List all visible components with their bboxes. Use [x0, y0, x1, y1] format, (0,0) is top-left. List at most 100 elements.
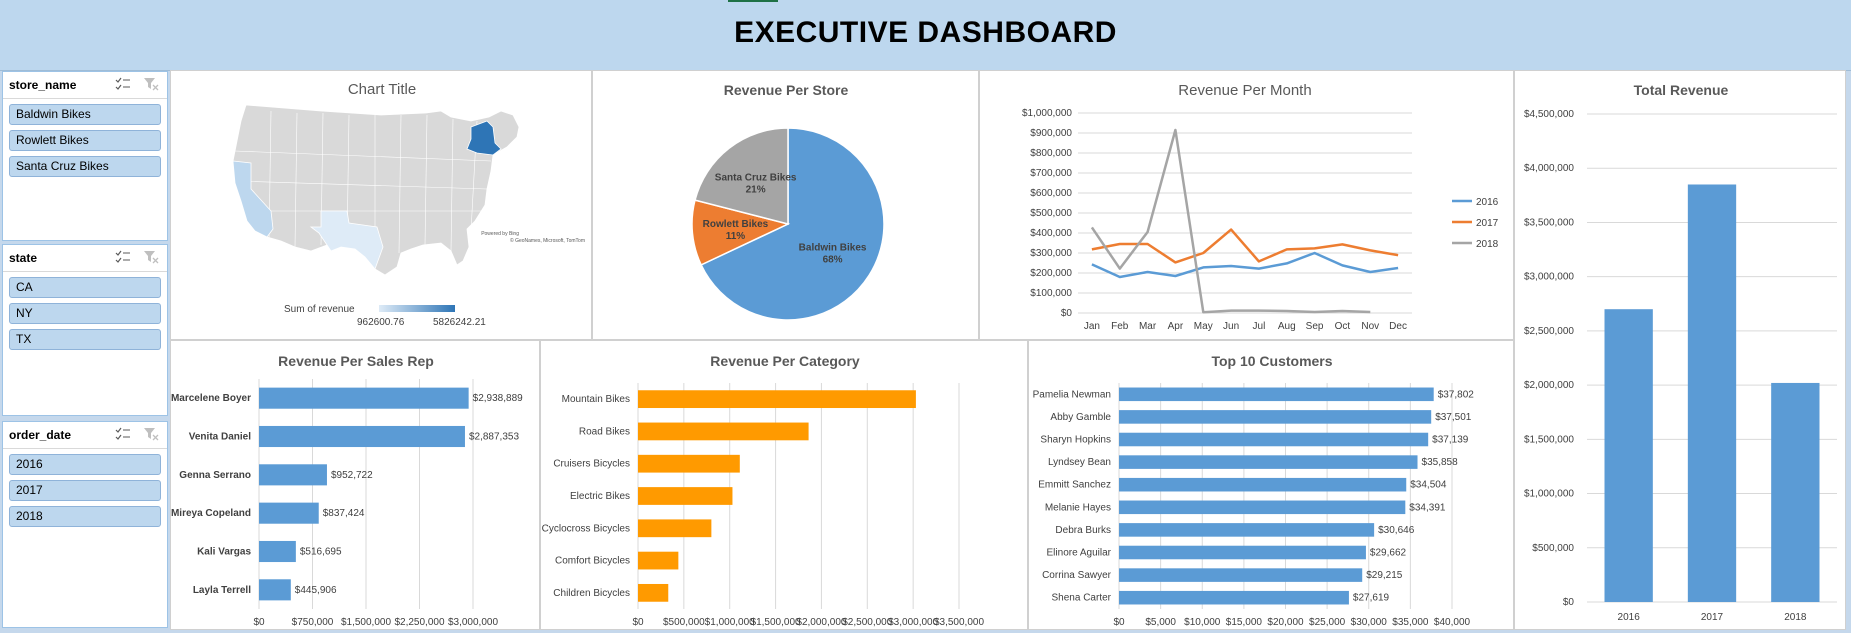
multi-select-icon[interactable]: [115, 427, 131, 441]
customer-bar-abby-gamble[interactable]: [1119, 410, 1432, 424]
rep-bar-venita-daniel[interactable]: [259, 425, 465, 448]
clear-filter-icon[interactable]: [143, 250, 159, 264]
customer-bar-shena-carter[interactable]: [1119, 590, 1349, 605]
total-revenue-panel[interactable]: Total Revenue $0 $500,000 $1,000,000 $1,500…: [1514, 70, 1846, 630]
customer-bar-pamelia-newman[interactable]: [1119, 387, 1434, 402]
total-bar-2018[interactable]: [1771, 382, 1820, 602]
category-bar-cruisers-bicycles[interactable]: [638, 454, 740, 473]
pie-label-percent: 21%: [746, 184, 766, 195]
rep-title: Revenue Per Sales Rep: [278, 353, 434, 369]
customer-bar-corrina-sawyer[interactable]: [1119, 568, 1363, 582]
slicer-item-tx[interactable]: TX: [9, 329, 161, 350]
slicer-item-ny[interactable]: NY: [9, 303, 161, 324]
slicer-item-2017[interactable]: 2017: [9, 480, 161, 501]
line-xtick: Feb: [1111, 321, 1129, 332]
rep-bar-marcelene-boyer[interactable]: [259, 387, 469, 409]
rep-category-label: Genna Serrano: [179, 470, 251, 481]
line-series-2017[interactable]: [1091, 228, 1399, 264]
slicer-item-rowlett-bikes[interactable]: Rowlett Bikes: [9, 130, 161, 151]
pie-slice-baldwin-bikes[interactable]: [700, 127, 885, 321]
customer-data-label: $37,501: [1435, 412, 1472, 423]
revenue-per-sales-rep-panel[interactable]: Revenue Per Sales Rep $0 $750,000 $1,500,0…: [170, 340, 540, 630]
rep-xtick: $1,500,000: [341, 617, 391, 628]
rep-bar-kali-vargas[interactable]: [259, 540, 296, 563]
customer-bar-melanie-hayes[interactable]: [1119, 500, 1406, 515]
customer-data-label: $37,139: [1432, 435, 1469, 446]
map-attribution-2: © GeoNames, Microsoft, TomTom: [510, 237, 585, 244]
total-ytick: $4,500,000: [1524, 109, 1574, 120]
revenue-per-store-panel[interactable]: Revenue Per Store Baldwin Bikes 68% Rowlet…: [592, 70, 979, 340]
customer-bar-lyndsey-bean[interactable]: [1119, 455, 1418, 469]
rep-bar-mireya-copeland[interactable]: [259, 502, 319, 524]
clear-filter-icon[interactable]: [143, 427, 159, 441]
pie-slice-santa-cruz-bikes[interactable]: [694, 127, 789, 225]
multi-select-icon[interactable]: [115, 77, 131, 91]
customer-bar-debra-burks[interactable]: [1119, 523, 1375, 537]
total-ytick: $1,000,000: [1524, 489, 1574, 500]
state-ny[interactable]: [466, 120, 502, 156]
customer-xtick: $30,000: [1351, 617, 1388, 628]
category-bar-electric-bikes[interactable]: [638, 487, 733, 505]
legend-label: 2017: [1476, 218, 1499, 229]
category-title: Revenue Per Category: [710, 353, 860, 369]
slicer-header: order_date: [3, 422, 167, 449]
slicer-item-2018[interactable]: 2018: [9, 506, 161, 527]
top-10-customers-panel[interactable]: Top 10 Customers $0 $5,000 $10,000 $15,000 $…: [1028, 340, 1514, 630]
customers-title: Top 10 Customers: [1211, 353, 1332, 369]
map-chart-panel[interactable]: Chart Title Powered by Bing © GeoNames, …: [170, 70, 592, 340]
category-bar-mountain-bikes[interactable]: [638, 390, 916, 409]
pie-slice-rowlett-bikes[interactable]: [691, 199, 791, 266]
rep-xtick: $3,000,000: [448, 617, 498, 628]
line-xtick: Jan: [1084, 321, 1100, 332]
rep-category-label: Mireya Copeland: [171, 508, 251, 519]
line-xtick: Jul: [1253, 321, 1266, 332]
slicer-item-santa-cruz-bikes[interactable]: Santa Cruz Bikes: [9, 156, 161, 177]
line-xtick: Oct: [1335, 321, 1351, 332]
category-xtick: $500,000: [663, 617, 705, 628]
customer-category-label: Corrina Sawyer: [1042, 570, 1112, 581]
line-series-2016[interactable]: [1091, 251, 1399, 279]
slicer-item-2016[interactable]: 2016: [9, 454, 161, 475]
multi-select-icon[interactable]: [115, 250, 131, 264]
rep-bar-layla-terrell[interactable]: [259, 579, 291, 601]
category-bar-children-bicycles[interactable]: [638, 583, 669, 602]
customer-xtick: $25,000: [1309, 617, 1346, 628]
total-bar-2016[interactable]: [1604, 309, 1653, 602]
page-title: EXECUTIVE DASHBOARD: [734, 16, 1117, 49]
state-tx[interactable]: [309, 210, 384, 270]
line-ytick: $900,000: [1030, 128, 1072, 139]
line-svg: Revenue Per Month $0 $100,000 $200,000 $300…: [1022, 82, 1499, 332]
category-bar-road-bikes[interactable]: [638, 422, 809, 441]
line-title: Revenue Per Month: [1178, 82, 1311, 99]
line-xtick: May: [1194, 321, 1213, 332]
rep-data-label: $952,722: [331, 470, 373, 481]
category-bar-cyclocross-bicycles[interactable]: [638, 519, 712, 538]
line-xtick: Dec: [1389, 321, 1407, 332]
category-bar-comfort-bicycles[interactable]: [638, 551, 679, 570]
slicer-title: order_date: [9, 428, 72, 442]
line-series-2018[interactable]: [1090, 128, 1371, 314]
cust-svg: Top 10 Customers $0 $5,000 $10,000 $15,000 $…: [1033, 353, 1475, 628]
state-ca[interactable]: [232, 160, 274, 238]
clear-filter-icon[interactable]: [143, 77, 159, 91]
total-bar-2017[interactable]: [1687, 184, 1737, 602]
store-name-slicer: store_name Baldwin Bikes Rowlett Bikes Sant…: [2, 71, 168, 241]
customer-category-label: Shena Carter: [1052, 593, 1112, 604]
rep-bar-genna-serrano[interactable]: [259, 464, 327, 486]
customer-xtick: $40,000: [1434, 617, 1471, 628]
rep-category-label: Marcelene Boyer: [171, 393, 251, 404]
slicer-item-baldwin-bikes[interactable]: Baldwin Bikes: [9, 104, 161, 125]
customer-bar-emmitt-sanchez[interactable]: [1119, 477, 1407, 492]
line-ytick: $0: [1061, 308, 1073, 319]
total-xtick: 2016: [1618, 612, 1641, 623]
total-ytick: $2,000,000: [1524, 380, 1574, 391]
total-ytick: $2,500,000: [1524, 326, 1574, 337]
slicer-item-ca[interactable]: CA: [9, 277, 161, 298]
pie-title: Revenue Per Store: [724, 82, 849, 98]
revenue-per-month-panel[interactable]: Revenue Per Month $0 $100,000 $200,000 $300…: [979, 70, 1514, 340]
line-xtick: Nov: [1361, 321, 1379, 332]
customer-bar-elinore-aguilar[interactable]: [1119, 545, 1366, 560]
customer-data-label: $35,858: [1422, 457, 1459, 468]
revenue-per-category-panel[interactable]: Revenue Per Category $0 $500,000 $1,000,00…: [540, 340, 1028, 630]
customer-bar-sharyn-hopkins[interactable]: [1119, 432, 1429, 447]
